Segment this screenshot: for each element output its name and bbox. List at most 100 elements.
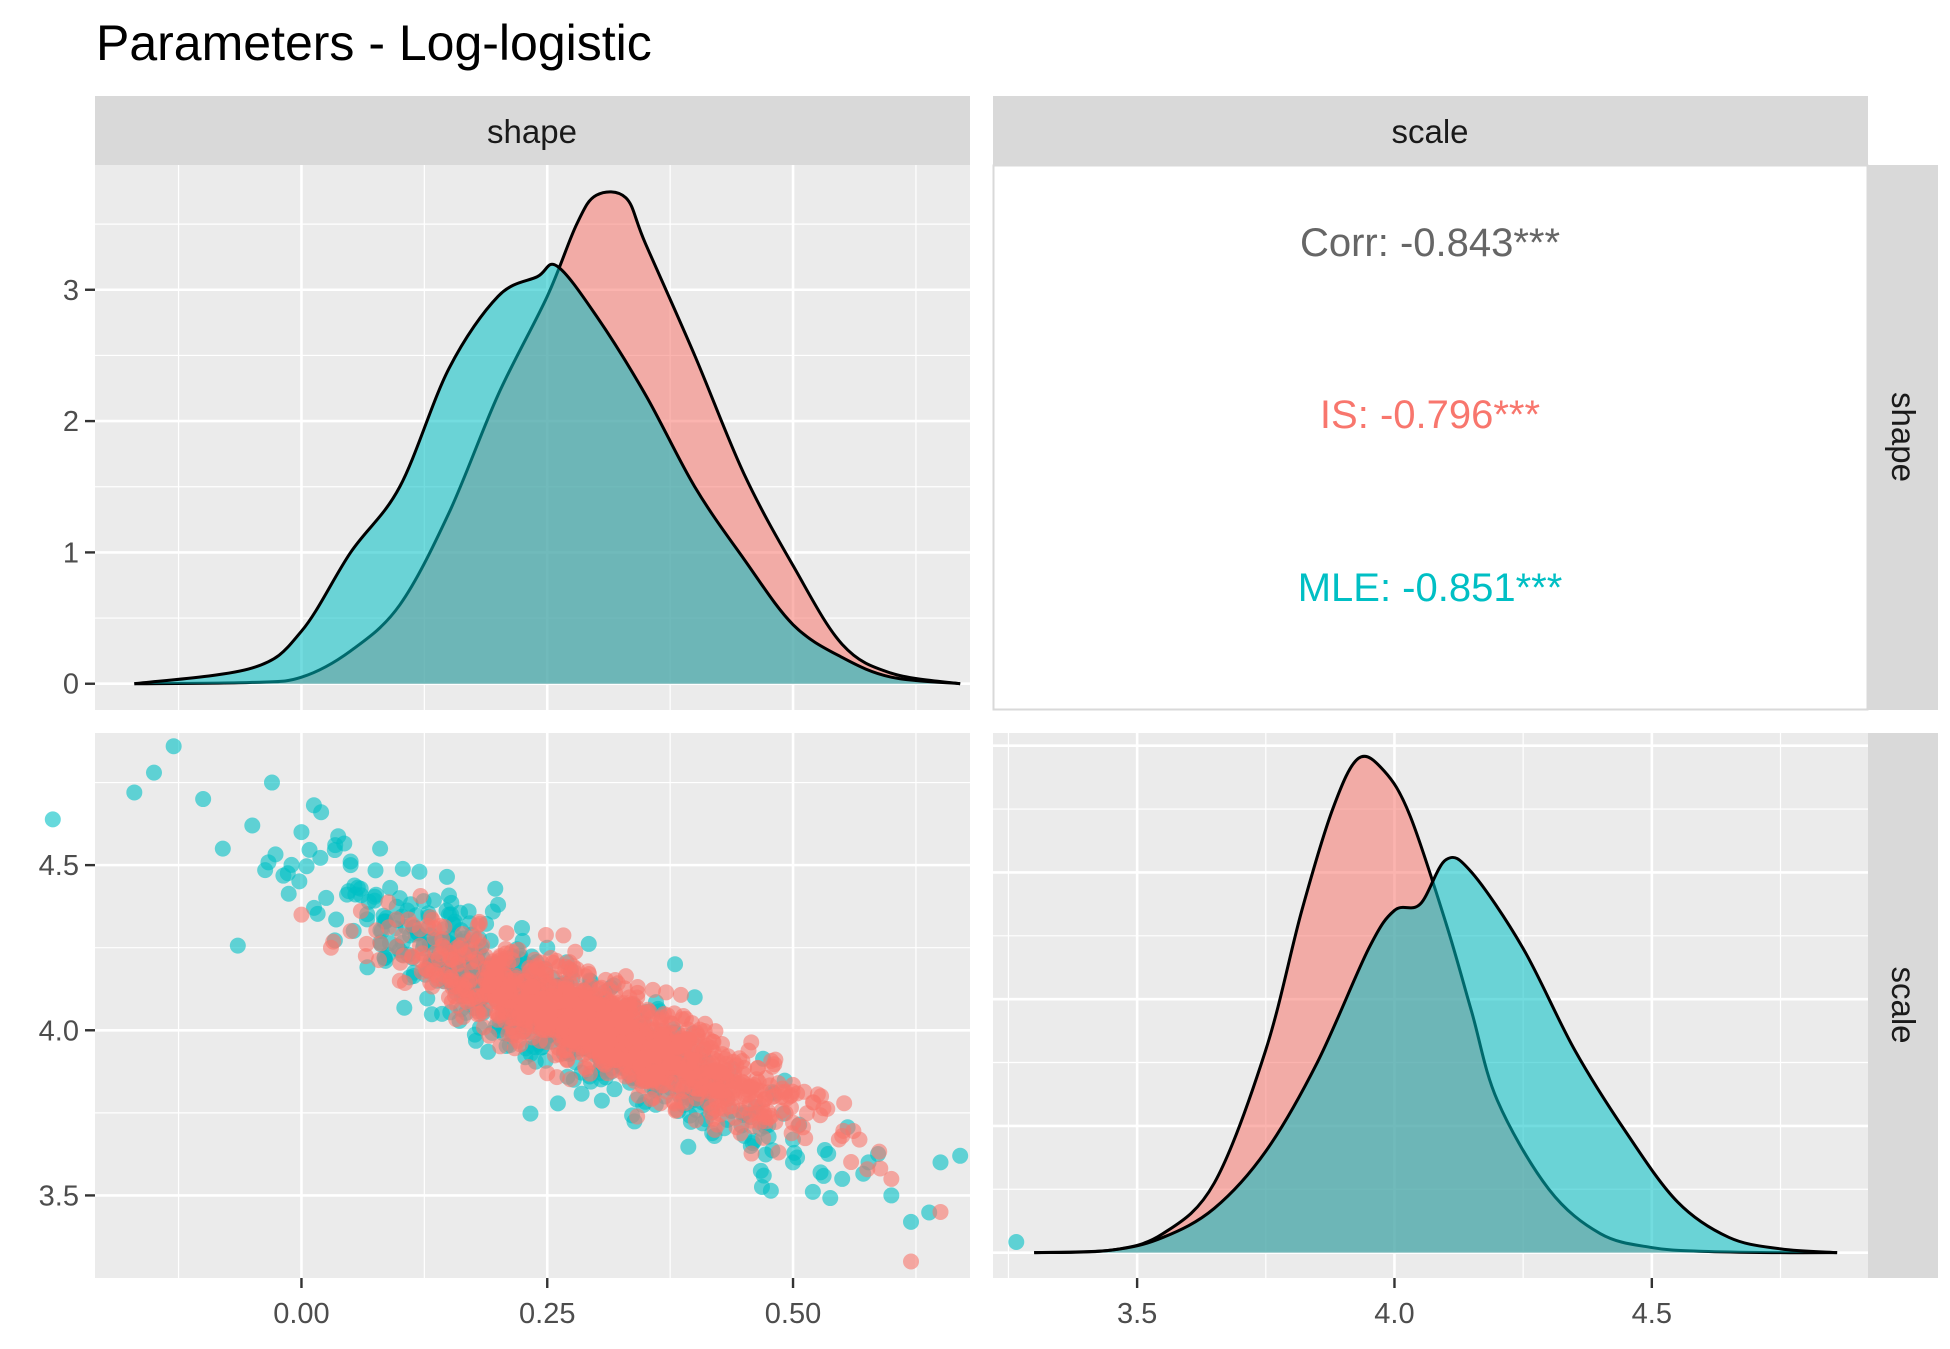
- scatter-point-is: [442, 972, 459, 989]
- scatter-point-is: [548, 1069, 565, 1086]
- scatter-point-is: [719, 1091, 736, 1108]
- scatter-point-is: [813, 1088, 830, 1105]
- scatter-point-is: [740, 1042, 757, 1059]
- scatter-point-mle: [815, 1167, 832, 1184]
- scatter-point-mle: [834, 1170, 851, 1187]
- scatter-point-mle: [145, 764, 162, 781]
- scatter-point-is: [598, 1039, 615, 1056]
- scatter-x-tick-label: 0.00: [273, 1298, 329, 1330]
- scatter-point-mle: [330, 828, 347, 845]
- scatter-point-is: [491, 961, 508, 978]
- scatter-point-is: [556, 1013, 573, 1030]
- scatter-point-is: [370, 952, 387, 969]
- scatter-point-is: [629, 1030, 646, 1047]
- scatter-point-is: [843, 1154, 860, 1171]
- scatter-point-mle: [686, 989, 703, 1006]
- scatter-point-is: [571, 1011, 588, 1028]
- scatter-point-is: [440, 989, 457, 1006]
- scatter-point-mle: [309, 905, 326, 922]
- scatter-point-mle: [785, 1154, 802, 1171]
- scatter-point-is: [652, 1095, 669, 1112]
- scatter-point-mle: [367, 862, 384, 879]
- scatter-point-mle: [522, 1105, 539, 1122]
- scatter-point-mle: [394, 860, 411, 877]
- scatter-point-is: [394, 927, 411, 944]
- scatter-point-mle: [195, 791, 212, 808]
- scatter-y-tick-label: 4.5: [39, 850, 79, 882]
- scatter-point-is: [538, 1009, 555, 1026]
- scatter-point-is: [687, 1112, 704, 1129]
- scatter-point-is: [760, 1103, 777, 1120]
- scatter-point-is: [635, 1005, 652, 1022]
- scatter-point-is: [448, 1011, 465, 1028]
- scatter-point-mle: [440, 906, 457, 923]
- scatter-point-is: [812, 1107, 829, 1124]
- scatter-point-is: [785, 1114, 802, 1131]
- scatter-point-is: [520, 1024, 537, 1041]
- scatter-point-is: [883, 1170, 900, 1187]
- scatter-point-is: [588, 1028, 605, 1045]
- shape-density-line-mle: [134, 262, 961, 686]
- scatter-point-is: [629, 978, 646, 995]
- scatter-point-mle: [328, 911, 345, 928]
- scatter-point-is: [644, 981, 661, 998]
- scatter-point-mle: [382, 879, 399, 896]
- scatter-point-mle: [396, 999, 413, 1016]
- scatter-point-mle: [490, 896, 507, 913]
- scatter-point-mle: [606, 1081, 623, 1098]
- corr-label-mle: MLE: -0.851***: [1298, 566, 1563, 610]
- scatter-point-is: [759, 1084, 776, 1101]
- scatter-point-mle: [293, 824, 310, 841]
- scatter-point-is: [680, 1021, 697, 1038]
- scatter-point-is: [654, 1029, 671, 1046]
- scatter-point-is: [834, 1127, 851, 1144]
- scatter-point-is: [735, 1075, 752, 1092]
- scatter-point-is: [637, 1048, 654, 1065]
- scatter-point-is: [659, 1083, 676, 1100]
- scatter-point-is: [577, 968, 594, 985]
- scatter-point-is: [474, 937, 491, 954]
- scatter-point-is: [404, 916, 421, 933]
- scatter-point-is: [556, 1042, 573, 1059]
- shape-density-y-tick-label: 1: [63, 537, 79, 569]
- scatter-point-is: [708, 1082, 725, 1099]
- scatter-point-mle: [680, 1138, 697, 1155]
- scatter-point-is: [743, 1145, 760, 1162]
- scatter-point-mle: [298, 858, 315, 875]
- scatter-point-mle: [667, 956, 684, 973]
- scatter-point-mle: [342, 857, 359, 874]
- scatter-point-is: [666, 1005, 683, 1022]
- scatter-point-is: [542, 994, 559, 1011]
- scatter-point-mle: [762, 1182, 779, 1199]
- chart-title: Parameters - Log-logistic: [96, 15, 652, 71]
- scatter-point-is: [616, 980, 633, 997]
- scatter-point-mle: [822, 1190, 839, 1207]
- scatter-point-is: [658, 984, 675, 1001]
- scatter-point-is: [752, 1114, 769, 1131]
- scatter-point-mle: [487, 880, 504, 897]
- scatter-point-is: [561, 993, 578, 1010]
- scatter-point-mle: [752, 1162, 769, 1179]
- scatter-point-mle: [460, 903, 477, 920]
- scatter-point-is: [755, 1129, 772, 1146]
- scatter-point-is: [735, 1088, 752, 1105]
- scatter-point-is: [471, 1005, 488, 1022]
- scatter-point-is: [872, 1160, 889, 1177]
- scatter-point-is: [430, 950, 447, 967]
- scale-density-x-tick-label: 3.5: [1117, 1298, 1157, 1330]
- scatter-point-mle: [820, 1145, 837, 1162]
- scatter-point-mle: [549, 1095, 566, 1112]
- scatter-point-is: [471, 913, 488, 930]
- scatter-point-mle: [275, 867, 292, 884]
- scatter-point-mle: [593, 1092, 610, 1109]
- scatter-point-is: [492, 1038, 509, 1055]
- scale-density-x-tick-label: 4.5: [1632, 1298, 1672, 1330]
- scatter-point-mle: [280, 885, 297, 902]
- scatter-point-mle: [214, 840, 231, 857]
- scatter-point-mle: [229, 937, 246, 954]
- scatter-x-tick-label: 0.25: [519, 1298, 575, 1330]
- panel-correlation: [992, 164, 1869, 711]
- scatter-point-is: [418, 961, 435, 978]
- scale-density-line-mle: [1034, 855, 1838, 1255]
- scatter-point-mle: [932, 1154, 949, 1171]
